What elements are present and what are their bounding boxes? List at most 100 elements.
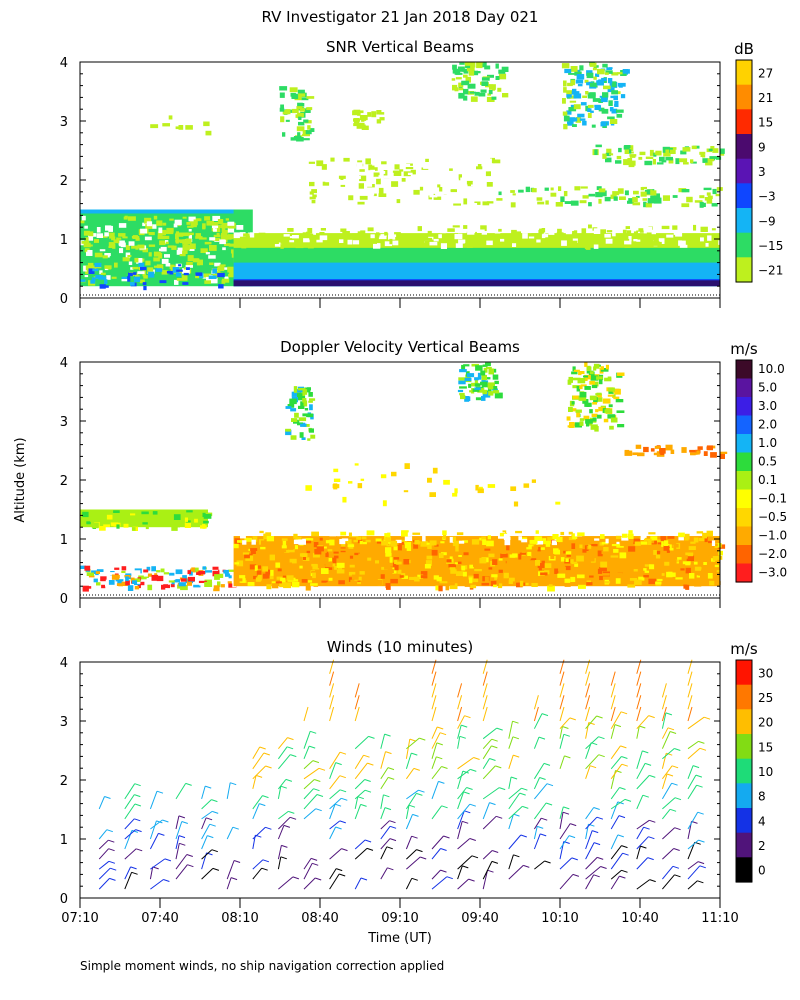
colorbar-label: 8 bbox=[758, 790, 766, 804]
wind-barb bbox=[482, 727, 498, 740]
wind-barb bbox=[457, 695, 463, 710]
colorbar-swatch bbox=[736, 158, 752, 184]
data-cell bbox=[459, 369, 467, 373]
data-cell bbox=[104, 232, 109, 237]
colorbar-label: 15 bbox=[758, 740, 773, 754]
data-cell bbox=[190, 567, 196, 573]
data-cell bbox=[474, 568, 482, 572]
wind-barb bbox=[124, 818, 135, 830]
data-cell bbox=[562, 111, 568, 116]
data-cell bbox=[392, 567, 397, 574]
data-cell bbox=[486, 190, 490, 196]
data-cell bbox=[579, 200, 587, 204]
wind-barb bbox=[419, 737, 426, 741]
data-cell bbox=[684, 555, 688, 559]
y-tick-label: 2 bbox=[60, 174, 68, 189]
wind-barb bbox=[697, 861, 705, 865]
wind-barb bbox=[661, 782, 673, 800]
data-cell bbox=[560, 531, 565, 536]
wind-barb bbox=[292, 876, 300, 880]
wind-barb bbox=[585, 742, 592, 759]
data-cell bbox=[483, 367, 488, 373]
data-cell bbox=[349, 555, 354, 559]
wind-barb bbox=[687, 880, 698, 890]
wind-barb bbox=[695, 774, 703, 778]
wind-barb bbox=[262, 859, 270, 863]
data-cell bbox=[498, 228, 502, 232]
data-cell bbox=[175, 232, 184, 237]
data-cell bbox=[661, 563, 665, 568]
data-cell bbox=[600, 544, 606, 549]
data-cell bbox=[462, 571, 467, 577]
data-cell bbox=[564, 68, 572, 74]
data-cell bbox=[479, 537, 484, 541]
wind-barb bbox=[437, 726, 444, 730]
data-cell bbox=[271, 583, 279, 589]
data-cell bbox=[644, 160, 653, 166]
wind-barb bbox=[263, 752, 270, 756]
data-cell bbox=[583, 375, 589, 378]
wind-barb bbox=[534, 783, 548, 800]
data-cell bbox=[700, 570, 708, 576]
data-cell bbox=[567, 241, 574, 247]
data-cell bbox=[698, 546, 706, 552]
data-cell bbox=[624, 149, 629, 154]
data-cell bbox=[405, 192, 410, 198]
data-cell bbox=[289, 240, 295, 244]
wind-barb bbox=[674, 797, 682, 801]
data-cell bbox=[582, 95, 588, 98]
echo-layer bbox=[80, 209, 234, 214]
data-cell bbox=[498, 558, 504, 561]
data-cell bbox=[544, 563, 552, 568]
panel-title: Doppler Velocity Vertical Beams bbox=[280, 338, 520, 356]
wind-barb bbox=[533, 736, 540, 749]
data-cell bbox=[662, 195, 670, 201]
wind-barb bbox=[508, 792, 521, 810]
data-cell bbox=[588, 104, 594, 108]
data-cell bbox=[151, 574, 159, 581]
data-cell bbox=[630, 234, 638, 239]
data-cell bbox=[679, 158, 688, 163]
data-cell bbox=[151, 566, 156, 572]
wind-barb bbox=[572, 873, 580, 877]
data-cell bbox=[460, 560, 468, 564]
data-cell bbox=[579, 385, 583, 390]
data-cell bbox=[548, 231, 555, 235]
data-cell bbox=[696, 531, 704, 534]
data-cell bbox=[488, 391, 494, 396]
data-cell bbox=[644, 564, 652, 567]
wind-barb bbox=[642, 794, 649, 798]
data-cell bbox=[526, 544, 533, 550]
data-cell bbox=[481, 536, 486, 542]
data-cell bbox=[293, 539, 301, 545]
data-cell bbox=[624, 190, 629, 196]
wind-barb bbox=[212, 867, 220, 871]
data-cell bbox=[633, 569, 638, 572]
data-cell bbox=[180, 578, 187, 582]
data-cell bbox=[297, 393, 303, 397]
data-cell bbox=[123, 216, 128, 220]
data-cell bbox=[715, 536, 719, 539]
data-cell bbox=[204, 216, 211, 221]
data-cell bbox=[601, 541, 609, 545]
data-cell bbox=[714, 543, 718, 547]
data-cell bbox=[681, 189, 690, 193]
data-cell bbox=[147, 573, 152, 577]
data-cell bbox=[176, 278, 182, 281]
wind-barb bbox=[277, 786, 282, 799]
data-cell bbox=[116, 524, 120, 529]
data-cell bbox=[521, 539, 528, 543]
data-cell bbox=[616, 155, 622, 160]
wind-barb bbox=[593, 874, 600, 878]
wind-barb bbox=[259, 803, 266, 807]
wind-barb bbox=[265, 826, 272, 830]
wind-barb bbox=[596, 816, 604, 820]
data-cell bbox=[212, 237, 221, 242]
data-cell bbox=[92, 268, 99, 272]
wind-barb bbox=[405, 752, 412, 769]
data-cell bbox=[326, 582, 332, 585]
data-cell bbox=[537, 201, 545, 205]
data-cell bbox=[295, 536, 302, 540]
wind-barb bbox=[411, 877, 418, 881]
data-cell bbox=[482, 392, 491, 398]
